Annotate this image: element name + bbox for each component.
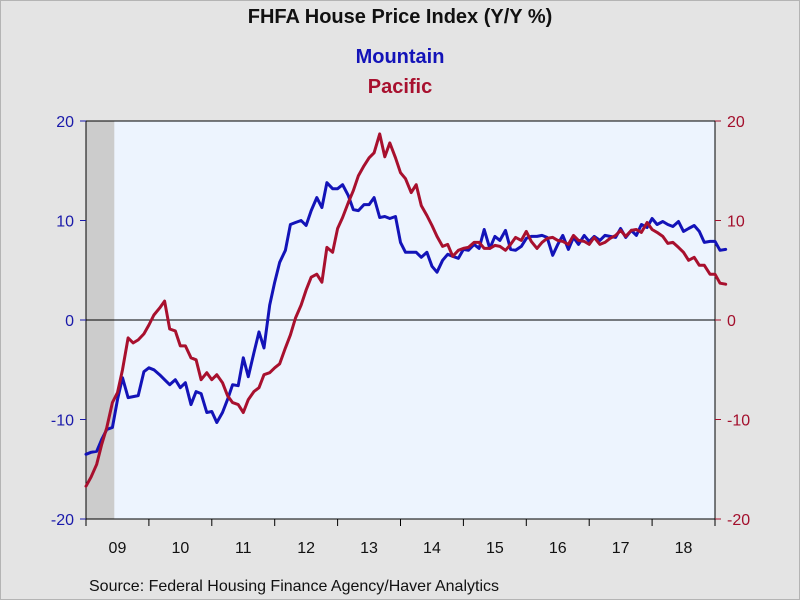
x-axis-label: 13	[360, 540, 378, 557]
legend-pacific: Pacific	[367, 76, 433, 98]
left-axis-label: 0	[65, 313, 74, 330]
x-axis-label: 15	[486, 540, 504, 557]
x-axis-label: 17	[612, 540, 630, 557]
legend-mountain: Mountain	[355, 46, 445, 68]
left-axis-label: -20	[51, 512, 74, 529]
x-axis-label: 11	[235, 540, 252, 557]
left-axis-label: -10	[51, 413, 74, 430]
x-axis-label: 14	[423, 540, 441, 557]
x-axis-label: 12	[297, 540, 315, 557]
x-axis-label: 16	[549, 540, 567, 557]
left-axis-label: 10	[56, 214, 74, 231]
chart-title: FHFA House Price Index (Y/Y %)	[247, 6, 553, 28]
series-line-pacific	[84, 132, 728, 488]
right-axis-label: 20	[727, 114, 745, 131]
right-axis-label: -10	[727, 413, 750, 430]
x-axis-label: 09	[109, 540, 127, 557]
x-axis-label: 10	[171, 540, 189, 557]
right-axis-label: 0	[727, 313, 736, 330]
x-axis-label: 18	[675, 540, 693, 557]
source-note: Source: Federal Housing Finance Agency/H…	[89, 578, 499, 595]
right-axis-label: 10	[727, 214, 745, 231]
right-axis-label: -20	[727, 512, 750, 529]
left-axis-label: 20	[56, 114, 74, 131]
